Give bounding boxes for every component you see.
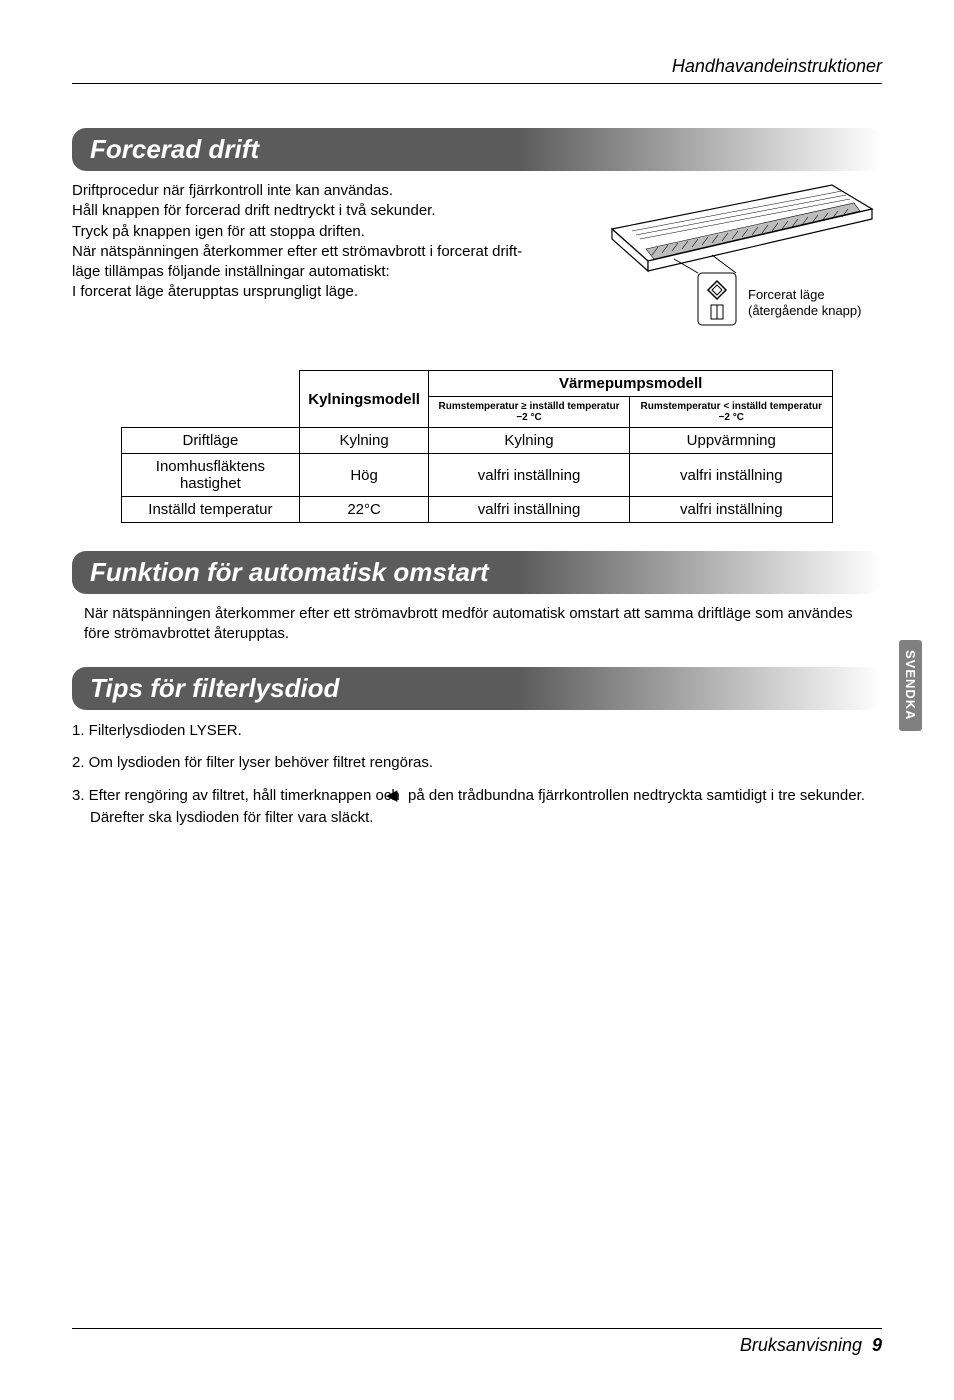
cell: Hög <box>300 454 429 497</box>
cell: Uppvärmning <box>630 428 833 454</box>
subcol-roomtemp-lt: Rumstemperatur < inställd temperatur −2 … <box>630 397 833 428</box>
row-label: Inomhusfläktens hastighet <box>121 454 300 497</box>
cell: valfri inställning <box>630 497 833 523</box>
auto-restart-text: När nätspänningen återkommer efter ett s… <box>84 604 882 645</box>
row-label: Inställd temperatur <box>121 497 300 523</box>
mode-settings-table: Kylningsmodell Värmepumpsmodell Rumstemp… <box>121 370 834 523</box>
cell: valfri inställning <box>428 497 629 523</box>
list-item: 1. Filterlysdioden LYSER. <box>72 720 882 743</box>
cell: valfri inställning <box>428 454 629 497</box>
filter-tips-list: 1. Filterlysdioden LYSER. 2. Om lysdiode… <box>72 720 882 830</box>
cell: 22°C <box>300 497 429 523</box>
table-row: Inomhusfläktens hastighet Hög valfri ins… <box>121 454 833 497</box>
list-item-text: 3. Efter rengöring av filtret, håll time… <box>72 787 404 804</box>
subcol-roomtemp-ge: Rumstemperatur ≥ inställd temperatur −2 … <box>428 397 629 428</box>
page-footer: Bruksanvisning 9 <box>72 1328 882 1356</box>
heading-filter-led: Tips för filterlysdiod <box>72 667 882 710</box>
footer-page-number: 9 <box>872 1335 882 1355</box>
col-heatpump-model: Värmepumpsmodell <box>428 371 832 397</box>
figure-caption: Forcerat läge (återgående knapp) <box>748 287 861 318</box>
text-line: Tryck på knappen igen för att stoppa dri… <box>72 223 365 240</box>
heading-auto-restart: Funktion för automatisk omstart <box>72 551 882 594</box>
text-line: Håll knappen för forcerad drift nedtryck… <box>72 202 436 219</box>
list-item: 2. Om lysdioden för filter lyser behöver… <box>72 752 882 775</box>
cell: Kylning <box>300 428 429 454</box>
table-corner-blank <box>121 371 300 428</box>
text-line: Driftprocedur när fjärrkontroll inte kan… <box>72 182 393 199</box>
cell: Kylning <box>428 428 629 454</box>
forced-operation-text: Driftprocedur när fjärrkontroll inte kan… <box>72 181 592 346</box>
text-line: läge tillämpas följande inställningar au… <box>72 263 390 280</box>
caption-line: (återgående knapp) <box>748 303 861 318</box>
caption-line: Forcerat läge <box>748 287 825 302</box>
text-line: I forcerat läge återupptas ursprungligt … <box>72 283 358 300</box>
row-label: Driftläge <box>121 428 300 454</box>
footer-title: Bruksanvisning <box>740 1335 862 1355</box>
col-cooling-model: Kylningsmodell <box>300 371 429 428</box>
table-row: Inställd temperatur 22°C valfri inställn… <box>121 497 833 523</box>
list-item: 3. Efter rengöring av filtret, håll time… <box>72 785 882 830</box>
cell: valfri inställning <box>630 454 833 497</box>
unit-illustration: Forcerat läge (återgående knapp) <box>602 181 882 346</box>
text-line: När nätspänningen återkommer efter ett s… <box>72 243 522 260</box>
heading-forced-operation: Forcerad drift <box>72 128 882 171</box>
table-row: Driftläge Kylning Kylning Uppvärmning <box>121 428 833 454</box>
language-tab: SVENDKA <box>899 640 922 731</box>
page-section-header: Handhavandeinstruktioner <box>72 56 882 84</box>
